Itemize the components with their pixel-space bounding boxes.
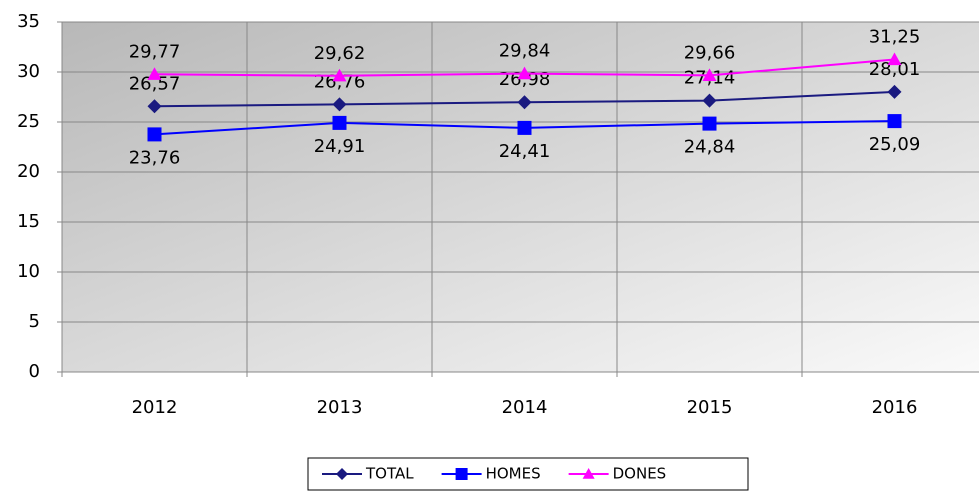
y-tick-label: 30 xyxy=(17,61,40,82)
data-label: 24,41 xyxy=(499,141,551,162)
y-tick-label: 15 xyxy=(17,211,40,232)
marker xyxy=(336,468,348,480)
y-tick-label: 0 xyxy=(29,361,40,382)
data-label: 29,77 xyxy=(129,41,181,62)
data-label: 31,25 xyxy=(869,27,921,48)
marker xyxy=(887,84,902,99)
marker xyxy=(332,97,347,112)
data-label: 23,76 xyxy=(129,147,181,168)
y-tick-label: 25 xyxy=(17,111,40,132)
y-tick-label: 35 xyxy=(17,11,40,32)
x-tick-label: 2012 xyxy=(132,397,178,418)
y-tick-label: 5 xyxy=(29,311,40,332)
y-tick-label: 20 xyxy=(17,161,40,182)
marker xyxy=(147,127,162,142)
x-tick-label: 2014 xyxy=(502,397,548,418)
marker xyxy=(455,468,468,480)
y-tick-label: 10 xyxy=(17,261,40,282)
marker xyxy=(332,68,347,82)
marker xyxy=(147,67,162,80)
data-label: 26,57 xyxy=(129,73,181,94)
legend: TOTAL HOMES DONES xyxy=(307,457,749,491)
legend-label: TOTAL xyxy=(365,465,414,483)
marker xyxy=(887,114,902,129)
data-label: 25,09 xyxy=(869,134,921,155)
marker xyxy=(517,95,532,110)
data-label: 28,01 xyxy=(869,59,921,80)
data-label: 24,84 xyxy=(684,137,736,158)
marker xyxy=(702,93,717,108)
marker xyxy=(147,99,162,114)
marker xyxy=(887,52,902,66)
marker xyxy=(582,468,595,479)
marker xyxy=(702,68,717,81)
marker xyxy=(332,115,347,130)
data-label: 29,84 xyxy=(499,41,551,62)
x-tick-label: 2015 xyxy=(687,397,733,418)
data-label: 24,91 xyxy=(314,136,366,157)
plot-area xyxy=(62,22,979,372)
data-label: 29,66 xyxy=(684,42,736,63)
legend-label: DONES xyxy=(613,465,667,483)
legend-box xyxy=(307,457,749,491)
marker xyxy=(702,116,717,131)
marker xyxy=(517,66,532,80)
x-tick-label: 2013 xyxy=(317,397,363,418)
x-tick-label: 2016 xyxy=(872,397,918,418)
data-label: 29,62 xyxy=(314,43,366,64)
legend-label: HOMES xyxy=(486,465,541,483)
marker xyxy=(517,120,532,135)
